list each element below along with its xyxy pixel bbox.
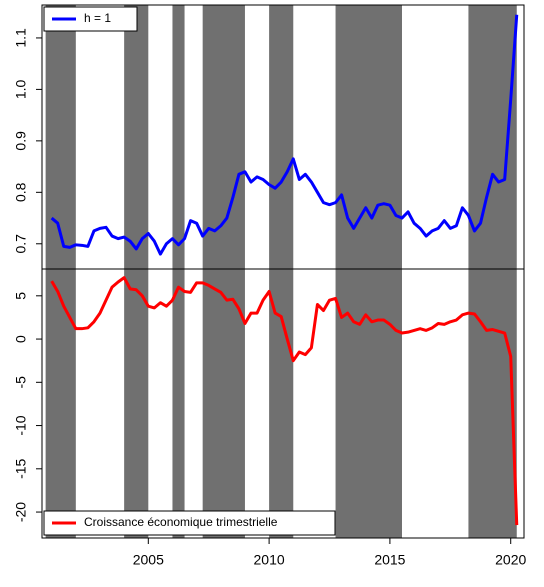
y-tick-label: -20 xyxy=(13,502,29,522)
x-tick-label: 2015 xyxy=(374,552,405,568)
y-tick-label: 1.1 xyxy=(13,28,29,48)
y-tick-label: 0.7 xyxy=(13,234,29,254)
shaded-period xyxy=(172,5,185,269)
x-tick-label: 2005 xyxy=(133,552,164,568)
y-tick-label: 0.9 xyxy=(13,131,29,151)
shaded-period xyxy=(202,269,245,538)
y-tick-label: 1.0 xyxy=(13,79,29,99)
shaded-period xyxy=(202,5,245,269)
y-tick-label: -15 xyxy=(13,458,29,478)
shaded-period xyxy=(269,269,294,538)
y-tick-label: -5 xyxy=(13,376,29,389)
legend-box xyxy=(43,510,336,536)
y-tick-label: 0 xyxy=(13,335,29,343)
shaded-period xyxy=(335,5,402,269)
y-tick-label: 5 xyxy=(13,292,29,300)
data-line xyxy=(50,276,519,526)
y-tick-label: 0.8 xyxy=(13,182,29,202)
shaded-period xyxy=(468,269,517,538)
shaded-period xyxy=(124,5,149,269)
shaded-period xyxy=(45,269,76,538)
x-tick-label: 2010 xyxy=(254,552,285,568)
panel-frame xyxy=(41,268,525,539)
y-tick-label: -10 xyxy=(13,415,29,435)
legend-label: h = 1 xyxy=(84,11,111,25)
data-line xyxy=(50,14,519,256)
shaded-period xyxy=(45,5,76,269)
shaded-period xyxy=(335,269,402,538)
shaded-period xyxy=(172,269,185,538)
x-tick-label: 2020 xyxy=(495,552,526,568)
shaded-period xyxy=(269,5,294,269)
shaded-period xyxy=(124,269,149,538)
legend-label: Croissance économique trimestrielle xyxy=(84,515,278,529)
